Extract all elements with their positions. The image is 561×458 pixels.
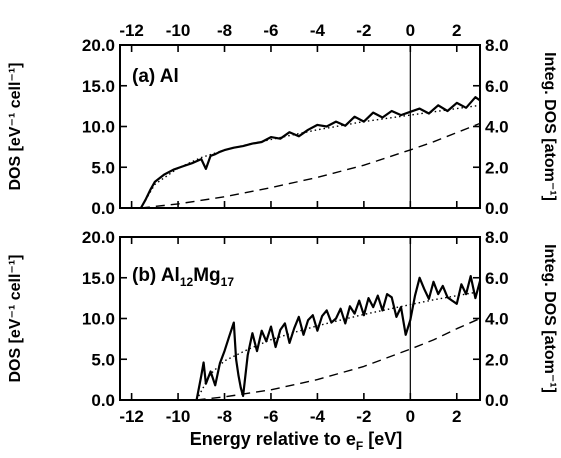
- panel-label: (a) Al: [132, 66, 179, 87]
- y2-axis-title: Integ. DOS [atom⁻¹]: [541, 52, 558, 201]
- x-tick-label: 2: [452, 407, 461, 426]
- series-solid-line: [195, 275, 482, 401]
- x-tick-label: 0: [406, 407, 415, 426]
- x-tick-label: -10: [166, 407, 191, 426]
- y-tick-label: 10.0: [82, 118, 115, 137]
- y2-tick-label: 0.0: [485, 391, 509, 410]
- y-axis-title: DOS [eV⁻¹ cell⁻¹]: [7, 62, 24, 190]
- axes-layer: -12 -10 -8 -6 -4 -2 0 20.05.010.015.020.00.02.0…: [7, 21, 558, 426]
- y2-tick-label: 6.0: [485, 77, 509, 96]
- y-tick-label: 20.0: [82, 228, 115, 247]
- x-top-tick-label: 2: [452, 21, 461, 40]
- x-axis-title-unit: [eV]: [363, 429, 402, 449]
- y2-axis-title: Integ. DOS [atom⁻¹]: [541, 244, 558, 393]
- x-tick-label: -12: [119, 407, 144, 426]
- y-tick-label: 15.0: [82, 77, 115, 96]
- y2-tick-label: 8.0: [485, 36, 509, 55]
- y2-tick-label: 2.0: [485, 158, 509, 177]
- y-tick-label: 10.0: [82, 310, 115, 329]
- y-tick-label: 20.0: [82, 36, 115, 55]
- x-top-tick-label: -10: [166, 21, 191, 40]
- x-top-tick-label: 0: [406, 21, 415, 40]
- y-tick-label: 5.0: [91, 350, 115, 369]
- x-top-tick-label: -8: [217, 21, 232, 40]
- series-solid-line: [139, 96, 481, 209]
- y2-tick-label: 0.0: [485, 199, 509, 218]
- y2-tick-label: 6.0: [485, 269, 509, 288]
- x-axis-title: Energy relative to eF [eV]: [190, 429, 402, 453]
- panel-a: -12 -10 -8 -6 -4 -2 0 20.05.010.015.020.00.02.0…: [7, 21, 558, 218]
- panel-b: -12 -10 -8 -6 -4 -2 0 20.05.010.015.020.00.02.0…: [7, 228, 558, 426]
- y2-tick-label: 4.0: [485, 310, 509, 329]
- panel-label-main: (b) Al: [132, 265, 180, 286]
- y-tick-label: 15.0: [82, 269, 115, 288]
- x-top-tick-label: -4: [310, 21, 326, 40]
- x-tick-label: -2: [356, 407, 371, 426]
- series-dashed-line: [140, 122, 481, 209]
- y2-tick-label: 2.0: [485, 350, 509, 369]
- y-tick-label: 0.0: [91, 199, 115, 218]
- panel-label-subscript: 12: [180, 275, 194, 289]
- x-axis-title-subscript: F: [356, 439, 363, 453]
- y-axis-title: DOS [eV⁻¹ cell⁻¹]: [7, 254, 24, 382]
- x-tick-label: -4: [310, 407, 326, 426]
- x-top-tick-label: -6: [263, 21, 278, 40]
- panel-label-main: (a) Al: [132, 66, 179, 87]
- y2-tick-label: 8.0: [485, 228, 509, 247]
- x-axis-title-main: Energy relative to e: [190, 429, 356, 449]
- series-dotted-line: [140, 104, 481, 209]
- x-tick-label: -8: [217, 407, 232, 426]
- x-tick-label: -6: [263, 407, 278, 426]
- series-dashed-line: [196, 317, 481, 401]
- x-top-tick-label: -12: [119, 21, 144, 40]
- x-top-tick-label: -2: [356, 21, 371, 40]
- panel-label-part: Mg: [193, 265, 220, 286]
- y-tick-label: 0.0: [91, 391, 115, 410]
- y-tick-label: 5.0: [91, 158, 115, 177]
- y2-tick-label: 4.0: [485, 118, 509, 137]
- panel-label: (b) Al12Mg17: [132, 265, 234, 289]
- panel-label-subscript: 17: [221, 275, 235, 289]
